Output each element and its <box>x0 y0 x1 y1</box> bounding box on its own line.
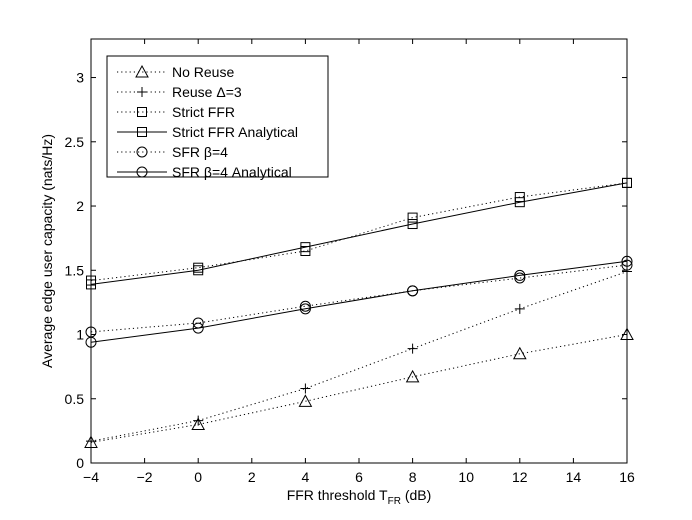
y-tick-label: 1.5 <box>65 262 85 278</box>
data-point <box>407 343 418 354</box>
y-tick-label: 0 <box>76 455 84 471</box>
x-tick-label: 16 <box>619 469 635 485</box>
legend-label: No Reuse <box>172 64 234 80</box>
legend-marker <box>136 166 148 178</box>
y-tick-label: 0.5 <box>65 391 85 407</box>
data-point <box>407 219 418 230</box>
series-line <box>90 271 628 442</box>
data-point <box>405 369 420 383</box>
series-1 <box>86 266 632 447</box>
x-tick-label: 14 <box>566 469 582 485</box>
series-3 <box>86 177 632 290</box>
x-tick-label: 10 <box>458 469 474 485</box>
x-tick-label: 0 <box>194 469 202 485</box>
data-point <box>620 327 634 341</box>
data-point <box>407 212 418 223</box>
legend-label: Strict FFR <box>172 104 235 120</box>
x-axis-title-unit: (dB) <box>401 487 431 503</box>
data-point <box>622 266 632 277</box>
data-point <box>86 279 96 290</box>
data-point <box>514 197 525 208</box>
series-layer <box>84 177 634 448</box>
legend-label: Strict FFR Analytical <box>172 124 298 140</box>
x-axis-title: FFR threshold TFR (dB) <box>287 487 432 507</box>
legend-marker <box>137 107 147 117</box>
legend-item: Strict FFR <box>117 104 235 120</box>
data-point <box>300 242 311 253</box>
y-axis-title: Average edge user capacity (nats/Hz) <box>39 134 55 368</box>
legend-label: SFR β=4 <box>172 144 228 160</box>
data-point <box>299 303 311 315</box>
x-axis-title-subscript: FR <box>388 496 401 507</box>
data-point <box>86 436 96 447</box>
data-point <box>621 255 633 267</box>
series-line <box>90 264 628 333</box>
legend-marker <box>135 64 149 78</box>
x-tick-label: 2 <box>248 469 256 485</box>
legend-marker <box>137 87 147 97</box>
x-tick-label: −4 <box>83 469 99 485</box>
y-tick-label: 2 <box>76 198 84 214</box>
data-point <box>299 300 311 312</box>
legend-item: Strict FFR Analytical <box>117 124 298 140</box>
legend-marker <box>136 146 148 158</box>
data-point <box>300 383 311 394</box>
data-point <box>514 269 526 281</box>
data-point <box>514 303 525 314</box>
legend-item: Reuse Δ=3 <box>117 84 242 100</box>
data-point <box>514 272 526 284</box>
series-5 <box>85 255 633 348</box>
x-tick-label: 6 <box>355 469 363 485</box>
data-point <box>193 415 204 426</box>
series-line <box>90 334 628 443</box>
x-tick-label: 8 <box>409 469 417 485</box>
y-tick-label: 3 <box>76 70 84 86</box>
legend-item: SFR β=4 Analytical <box>117 164 292 180</box>
legend-items: No Reuse Reuse Δ=3 Strict FFR Strict FFR An… <box>117 64 298 180</box>
x-tick-label: 12 <box>512 469 528 485</box>
data-point <box>512 346 527 360</box>
data-point <box>514 192 525 203</box>
legend: No Reuse Reuse Δ=3 Strict FFR Strict FFR An… <box>106 55 329 180</box>
data-point <box>85 336 97 348</box>
y-tick-label: 1 <box>76 327 84 343</box>
data-point <box>191 417 206 430</box>
y-tick-label: 2.5 <box>65 134 85 150</box>
series-line <box>90 182 628 285</box>
legend-item: No Reuse <box>117 64 234 80</box>
x-tick-label: 4 <box>302 469 310 485</box>
legend-marker <box>137 127 147 137</box>
series-0 <box>84 327 634 448</box>
data-point <box>193 265 204 276</box>
x-tick-label: −2 <box>137 469 153 485</box>
data-point <box>84 435 98 448</box>
data-point <box>622 177 632 188</box>
data-point <box>407 285 419 297</box>
data-point <box>192 322 204 334</box>
legend-label: SFR β=4 Analytical <box>172 164 292 180</box>
data-point <box>298 394 313 407</box>
series-line <box>90 260 628 343</box>
legend-item: SFR β=4 <box>117 144 228 160</box>
legend-label: Reuse Δ=3 <box>172 84 242 100</box>
ticks-layer: −4 −2 0 2 4 6 8 10 12 14 16 0 0.5 1 1.5 2 2.5 3 <box>65 39 635 485</box>
